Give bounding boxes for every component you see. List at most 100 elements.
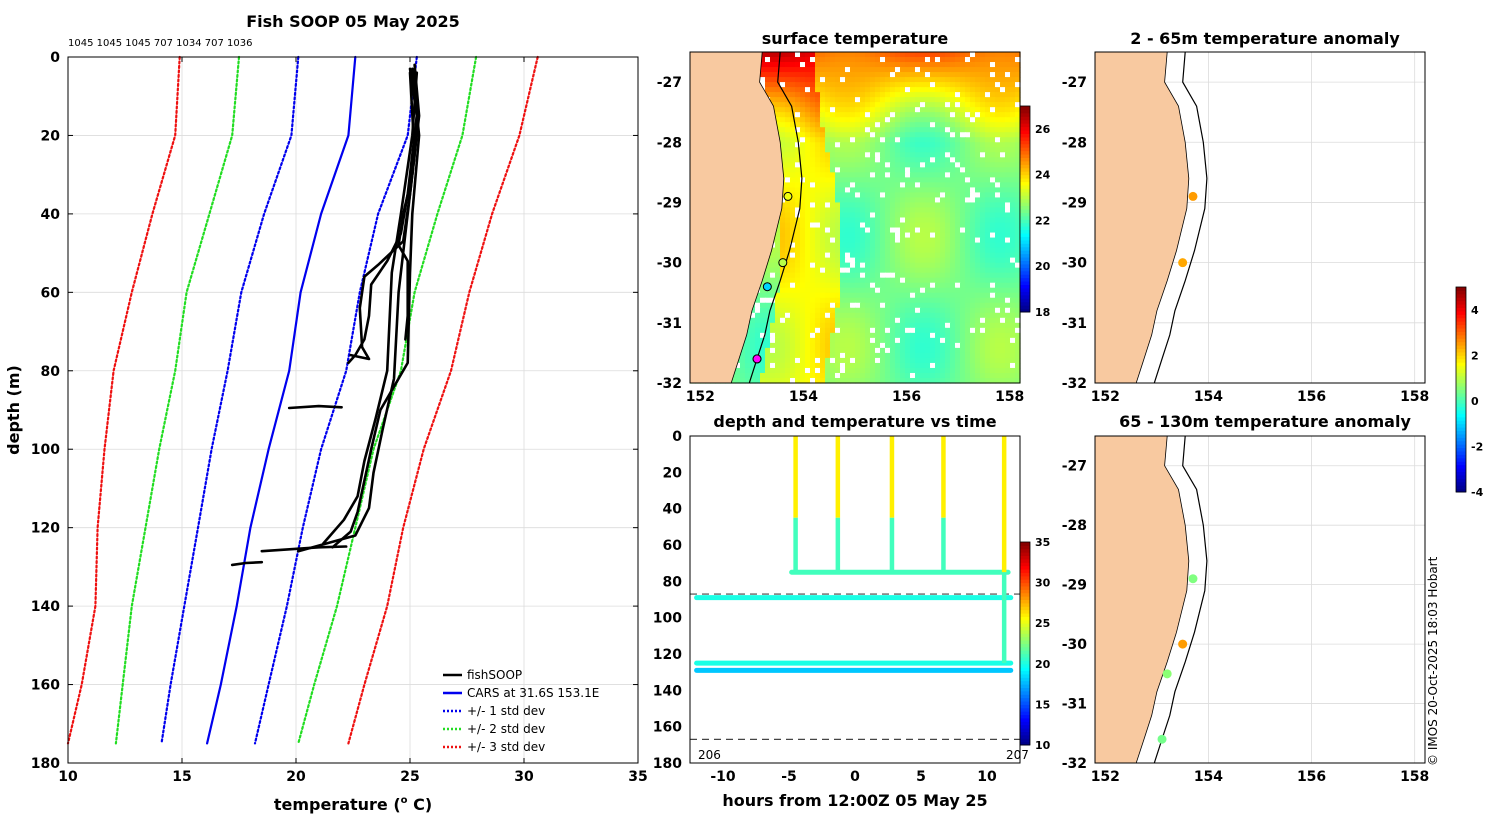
sst-cell <box>850 197 856 204</box>
sst-cell <box>970 342 976 349</box>
sst-cell <box>915 372 921 379</box>
sst-cell <box>900 67 906 73</box>
y-tick-label: 40 <box>663 502 683 518</box>
sst-cell <box>840 277 846 284</box>
sst-cell <box>890 122 896 128</box>
sst-cell <box>850 127 856 133</box>
sst-cell <box>845 97 851 103</box>
sst-cell <box>845 307 851 314</box>
sst-cell <box>750 322 756 329</box>
sst-cell <box>835 97 841 103</box>
sst-cell <box>835 182 841 189</box>
sst-cell <box>865 227 871 234</box>
sst-cell <box>965 172 971 178</box>
sst-cell <box>820 117 826 123</box>
sst-cell <box>1000 202 1006 209</box>
sst-cell <box>930 207 936 214</box>
sst-cell <box>930 277 936 284</box>
sst-cell <box>825 247 831 254</box>
sst-cell <box>800 182 806 189</box>
sst-cell <box>975 142 981 148</box>
sst-cell <box>935 162 941 168</box>
sst-cell <box>860 192 866 199</box>
sst-cell <box>980 257 986 264</box>
sst-cell <box>835 252 841 259</box>
sst-cell <box>945 132 951 138</box>
sst-cell <box>820 367 826 374</box>
sst-cell <box>870 127 876 133</box>
sst-cell <box>755 367 761 374</box>
sst-cell <box>870 367 876 374</box>
sst-cell <box>875 62 881 68</box>
sst-cell <box>875 247 881 254</box>
sst-cell <box>925 202 931 209</box>
sst-cell <box>930 217 936 224</box>
sst-cell <box>855 57 861 63</box>
sst-cell <box>790 352 796 359</box>
chart-title: surface temperature <box>762 29 949 48</box>
sst-cell <box>980 332 986 339</box>
sst-cell <box>850 147 856 153</box>
sst-cell <box>950 107 956 113</box>
sst-cell <box>930 122 936 128</box>
sst-cell <box>750 347 756 354</box>
sst-cell <box>1005 212 1011 219</box>
sst-cell <box>795 322 801 329</box>
sst-cell <box>850 207 856 214</box>
sst-cell <box>850 167 856 173</box>
sst-cell <box>790 152 796 158</box>
sst-cell <box>795 107 801 113</box>
sst-cell <box>920 87 926 93</box>
sst-cell <box>890 262 896 269</box>
sst-cell <box>955 252 961 259</box>
sst-cell <box>875 342 881 349</box>
sst-cell <box>775 242 781 249</box>
sst-cell <box>910 327 916 334</box>
sst-cell <box>995 237 1001 244</box>
colorbar-segment <box>1456 396 1466 401</box>
sst-cell <box>845 337 851 344</box>
sst-cell <box>830 377 836 384</box>
sst-cell <box>905 82 911 88</box>
sst-cell <box>855 152 861 158</box>
sst-cell <box>780 222 786 229</box>
sst-cell <box>795 82 801 88</box>
sst-cell <box>900 342 906 349</box>
sst-cell <box>945 347 951 354</box>
sst-cell <box>875 102 881 108</box>
x-tick-label: 25 <box>400 769 419 785</box>
sst-cell <box>995 97 1001 103</box>
sst-cell <box>820 52 826 58</box>
sst-cell <box>945 77 951 83</box>
sst-cell <box>895 187 901 194</box>
sst-cell <box>935 207 941 214</box>
sst-cell <box>805 82 811 88</box>
sst-cell <box>765 297 771 304</box>
y-tick-label: -30 <box>657 256 683 272</box>
sst-cell <box>985 347 991 354</box>
sst-cell <box>800 372 806 379</box>
sst-cell <box>765 307 771 314</box>
sst-cell <box>960 322 966 329</box>
colorbar-segment <box>1020 609 1030 614</box>
colorbar-segment <box>1020 119 1030 124</box>
x-tick-label: 20 <box>286 769 306 785</box>
sst-cell <box>975 182 981 189</box>
sst-cell <box>780 52 786 58</box>
sst-cell <box>1015 372 1021 379</box>
y-tick-label: 60 <box>41 285 61 301</box>
sst-cell <box>920 162 926 168</box>
colorbar-segment <box>1020 233 1030 237</box>
sst-cell <box>890 267 896 274</box>
sst-cell <box>905 287 911 294</box>
sst-cell <box>750 312 756 319</box>
sst-cell <box>995 252 1001 259</box>
colorbar-segment <box>1020 215 1030 220</box>
sst-cell <box>805 357 811 364</box>
sst-cell <box>1005 217 1011 224</box>
sst-cell <box>935 72 941 78</box>
sst-cell <box>995 362 1001 369</box>
sst-cell <box>925 362 931 369</box>
sst-cell <box>845 217 851 224</box>
sst-cell <box>905 352 911 359</box>
